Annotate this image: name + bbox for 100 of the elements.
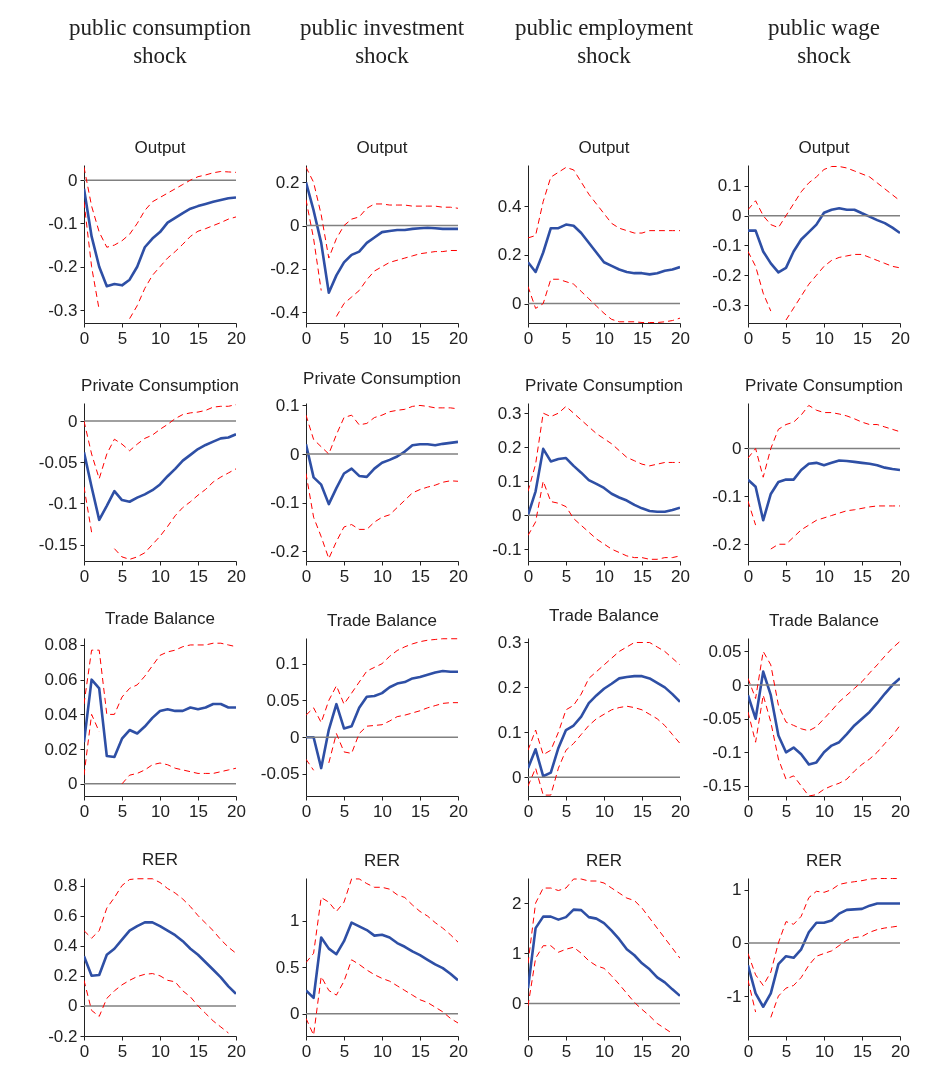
x-tick-label: 10 — [151, 328, 170, 348]
x-tick-label: 20 — [671, 328, 690, 348]
text: public wage shock — [767, 14, 881, 70]
line-series — [528, 447, 680, 517]
y-tick-label: -0.1 — [712, 742, 742, 762]
y-tick-label: 0.2 — [53, 966, 78, 986]
y-tick-label: 1 — [512, 943, 522, 963]
y-tick-label: -0.2 — [270, 541, 300, 561]
y-tick-label: 0 — [290, 444, 300, 464]
line-series — [84, 678, 236, 759]
y-tick-label: 0 — [512, 294, 522, 314]
x-tick-label: 10 — [151, 1041, 170, 1061]
line-series — [306, 404, 458, 455]
x-tick-label: 5 — [561, 1041, 572, 1061]
x-tick-label: 5 — [781, 801, 792, 821]
x-tick-label: 5 — [339, 566, 350, 586]
x-tick-label: 5 — [339, 328, 350, 348]
y-tick-label: 0 — [68, 996, 78, 1016]
chart-title: Private Consumption — [525, 376, 683, 395]
y-tick-label: 0.3 — [497, 632, 522, 652]
y-tick-label: -0.3 — [712, 295, 742, 315]
y-tick-label: 0 — [732, 933, 742, 953]
x-tick-label: 15 — [853, 328, 872, 348]
y-tick-label: 0 — [732, 438, 742, 458]
y-tick-label: 0.2 — [497, 437, 522, 457]
x-tick-label: 15 — [633, 328, 652, 348]
x-tick-label: 20 — [891, 1041, 910, 1061]
x-tick-label: 20 — [227, 328, 246, 348]
x-tick-label: 15 — [189, 328, 208, 348]
line-series — [84, 921, 236, 996]
y-tick-label: 1 — [290, 911, 300, 931]
line-series — [748, 670, 900, 766]
x-tick-label: 20 — [891, 328, 910, 348]
text: public investment shock — [298, 14, 466, 70]
line-series — [306, 921, 458, 1000]
x-tick-label: 5 — [561, 566, 572, 586]
y-tick-label: -0.1 — [48, 493, 78, 513]
chart-title: Trade Balance — [105, 608, 215, 628]
x-tick-label: 15 — [411, 801, 430, 821]
y-tick-label: 0.05 — [708, 641, 742, 661]
x-tick-label: 15 — [189, 566, 208, 586]
chart-title: RER — [806, 851, 842, 870]
y-tick-label: -0.05 — [260, 764, 300, 784]
line-series — [84, 187, 236, 288]
chart-title: Trade Balance — [327, 611, 437, 630]
x-tick-label: 20 — [891, 801, 910, 821]
line-series — [306, 878, 458, 964]
y-tick-label: 0 — [68, 170, 78, 190]
y-tick-label: 0.02 — [44, 739, 78, 759]
x-tick-label: 5 — [339, 1041, 350, 1061]
line-series — [306, 181, 458, 294]
x-tick-label: 10 — [151, 566, 170, 586]
line-series — [528, 641, 680, 756]
x-tick-label: 10 — [815, 1041, 834, 1061]
line-series — [528, 908, 680, 998]
chart-title: Private Consumption — [81, 376, 239, 395]
y-tick-label: 1 — [732, 880, 742, 900]
line-series — [306, 669, 458, 770]
x-tick-label: 5 — [117, 566, 128, 586]
y-tick-label: 0.4 — [497, 196, 522, 216]
x-tick-label: 20 — [449, 328, 468, 348]
y-tick-label: 0.2 — [275, 172, 300, 192]
x-tick-label: 5 — [781, 566, 792, 586]
y-tick-label: -0.15 — [702, 776, 742, 796]
y-tick-label: -0.1 — [712, 486, 742, 506]
y-tick-label: -0.1 — [492, 539, 522, 559]
chart-title: RER — [586, 851, 622, 870]
x-tick-label: 20 — [449, 1041, 468, 1061]
x-tick-label: 10 — [815, 328, 834, 348]
x-tick-label: 10 — [373, 1041, 392, 1061]
line-series — [306, 440, 458, 506]
y-tick-label: 0.06 — [44, 670, 78, 690]
line-series — [528, 945, 673, 1034]
y-tick-label: 0 — [68, 411, 78, 431]
x-tick-label: 10 — [595, 801, 614, 821]
x-tick-label: 5 — [781, 328, 792, 348]
y-tick-label: 0.2 — [497, 677, 522, 697]
x-tick-label: 10 — [595, 1041, 614, 1061]
chart-title: RER — [142, 849, 178, 869]
y-tick-label: -0.2 — [712, 534, 742, 554]
x-tick-label: 15 — [411, 1041, 430, 1061]
y-tick-label: -0.15 — [38, 535, 78, 555]
y-tick-label: 0 — [68, 774, 78, 794]
x-tick-label: 5 — [561, 328, 572, 348]
y-tick-label: -0.1 — [48, 213, 78, 233]
x-tick-label: 15 — [853, 801, 872, 821]
y-tick-label: 0.1 — [497, 722, 522, 742]
y-tick-label: -0.4 — [270, 302, 300, 322]
chart-title: Private Consumption — [745, 376, 903, 395]
line-series — [84, 878, 236, 954]
line-series — [306, 166, 458, 259]
y-tick-label: 0.08 — [44, 635, 78, 655]
chart-title: Output — [798, 138, 850, 157]
y-tick-label: 0 — [512, 993, 522, 1013]
y-tick-label: 0.3 — [497, 403, 522, 423]
line-series — [748, 878, 900, 986]
x-tick-label: 10 — [595, 328, 614, 348]
x-tick-label: 5 — [117, 328, 128, 348]
x-tick-label: 15 — [189, 1041, 208, 1061]
y-tick-label: 0.2 — [497, 245, 522, 265]
